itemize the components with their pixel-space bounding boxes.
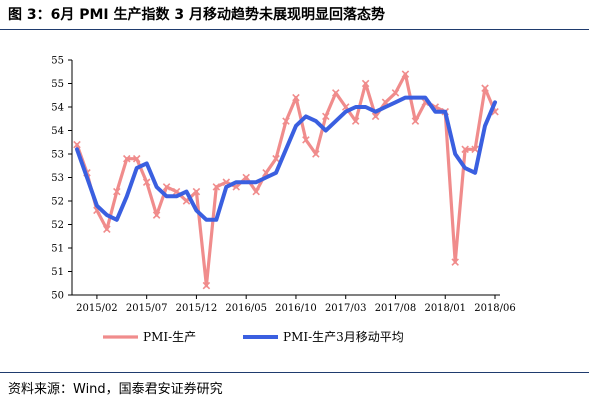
- pmi-point-marker: [312, 150, 320, 158]
- x-tick-label: 2015/07: [126, 303, 168, 314]
- pmi-point-marker: [142, 178, 151, 186]
- pmi-point-marker: [331, 89, 340, 97]
- pmi-point-marker: [122, 154, 131, 163]
- y-tick-label: 52: [51, 220, 64, 231]
- y-tick-label: 50: [51, 291, 64, 302]
- pmi-point-marker: [212, 183, 221, 191]
- pmi-point-marker: [272, 154, 280, 163]
- pmi-point-marker: [162, 183, 171, 191]
- pmi-point-marker: [132, 154, 141, 163]
- y-tick-label: 54: [51, 103, 64, 114]
- pmi-point-marker: [471, 145, 479, 154]
- x-tick-label: 2015/12: [176, 303, 218, 314]
- pmi-point-marker: [103, 225, 111, 233]
- x-tick-label: 2018/06: [474, 303, 516, 314]
- pmi-point-marker: [322, 112, 330, 121]
- pmi-point-marker: [282, 117, 290, 125]
- legend-label-pmi-ma3: PMI-生产3月移动平均: [283, 330, 404, 344]
- source-note: 资料来源：Wind，国泰君安证券研究: [8, 382, 223, 397]
- y-tick-label: 51: [51, 244, 64, 255]
- pmi-point-marker: [401, 70, 410, 78]
- pmi-point-marker: [73, 140, 81, 149]
- pmi-point-marker: [361, 79, 370, 88]
- x-tick-label: 2015/02: [76, 303, 118, 314]
- x-tick-label: 2017/03: [325, 303, 367, 314]
- y-tick-label: 53: [51, 173, 64, 184]
- chart-title: 图 3：6月 PMI 生产指数 3 月移动趋势未展现明显回落态势: [8, 7, 385, 23]
- pmi-point-marker: [451, 258, 459, 266]
- x-tick-label: 2018/01: [424, 303, 466, 314]
- chart-series: [73, 70, 499, 290]
- pmi-point-marker: [351, 117, 360, 125]
- pmi-point-marker: [152, 211, 161, 219]
- pmi-point-marker: [242, 173, 250, 182]
- y-tick-label: 54: [51, 126, 64, 137]
- y-tick-label: 55: [51, 56, 64, 67]
- pmi-point-marker: [202, 281, 211, 290]
- pmi-point-marker: [302, 136, 310, 144]
- x-tick-label: 2017/08: [375, 303, 417, 314]
- pmi-point-marker: [391, 89, 400, 97]
- pmi-point-marker: [371, 112, 380, 121]
- pmi-line-chart: 50 51 51 52 52 53 53 54 54 55 55 2015/02 2015/07 2015…: [51, 56, 516, 345]
- header-rule: [0, 29, 589, 30]
- y-tick-label: 53: [51, 150, 64, 161]
- pmi-point-marker: [411, 117, 420, 125]
- y-tick-label: 52: [51, 197, 64, 208]
- pmi-point-marker: [481, 84, 489, 92]
- pmi-point-marker: [461, 145, 469, 154]
- x-tick-label: 2016/05: [225, 303, 267, 314]
- chart-legend: PMI-生产 PMI-生产3月移动平均: [103, 330, 404, 344]
- y-tick-label: 55: [51, 79, 64, 90]
- footer-rule: [0, 372, 589, 373]
- x-tick-label: 2016/10: [275, 303, 317, 314]
- y-tick-label: 51: [51, 267, 64, 278]
- series-line-pmi-ma3: [75, 95, 497, 222]
- legend-label-pmi: PMI-生产: [143, 330, 196, 344]
- pmi-point-marker: [252, 187, 260, 196]
- pmi-point-marker: [292, 93, 300, 102]
- pmi-point-marker: [192, 187, 201, 196]
- pmi-point-marker: [113, 187, 121, 196]
- chart-axes: 50 51 51 52 52 53 53 54 54 55 55 2015/02 2015/07 2015…: [51, 56, 516, 315]
